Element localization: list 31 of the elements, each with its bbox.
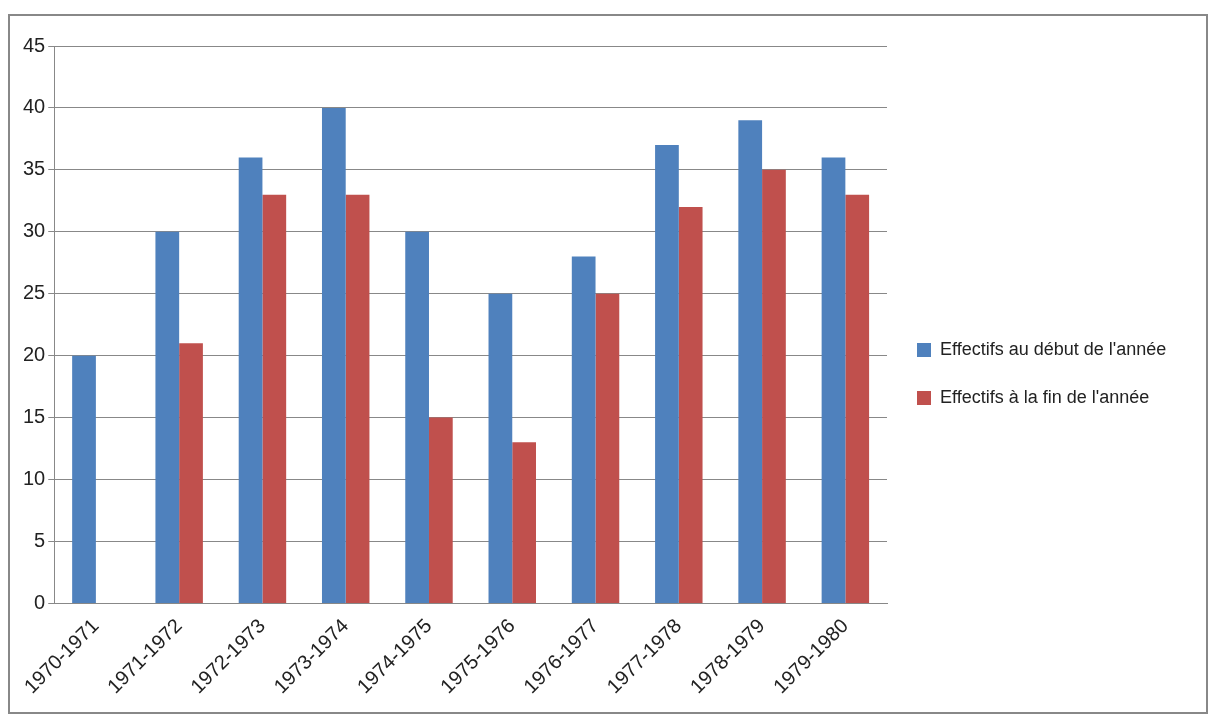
y-tick-label: 25 bbox=[23, 281, 46, 304]
bar bbox=[155, 231, 180, 603]
bar bbox=[345, 194, 370, 603]
bar bbox=[845, 194, 870, 603]
bar bbox=[72, 355, 96, 603]
y-tick-label: 10 bbox=[23, 467, 46, 490]
bar bbox=[738, 120, 763, 603]
bar bbox=[179, 343, 203, 603]
y-tick-label: 45 bbox=[23, 33, 46, 56]
bar bbox=[238, 157, 263, 603]
y-tick-label: 5 bbox=[34, 528, 46, 551]
bar bbox=[821, 157, 846, 603]
y-tick-label: 15 bbox=[23, 405, 46, 428]
y-tick-label: 0 bbox=[34, 590, 46, 613]
y-tick-label: 20 bbox=[23, 343, 46, 366]
legend-label: Effectifs au début de l'année bbox=[940, 338, 1167, 359]
bar bbox=[428, 417, 453, 603]
bar bbox=[321, 107, 346, 603]
bar bbox=[678, 207, 703, 603]
bar bbox=[262, 194, 287, 603]
bar bbox=[512, 442, 536, 603]
y-tick-label: 35 bbox=[23, 157, 46, 180]
bar bbox=[571, 256, 596, 603]
legend-label: Effectifs à la fin de l'année bbox=[940, 386, 1150, 407]
bar bbox=[762, 169, 786, 603]
bar bbox=[405, 231, 429, 603]
y-tick-label: 30 bbox=[23, 219, 46, 242]
bar bbox=[655, 145, 679, 603]
bar bbox=[595, 293, 620, 603]
bar bbox=[488, 293, 513, 603]
y-tick-label: 40 bbox=[23, 95, 46, 118]
